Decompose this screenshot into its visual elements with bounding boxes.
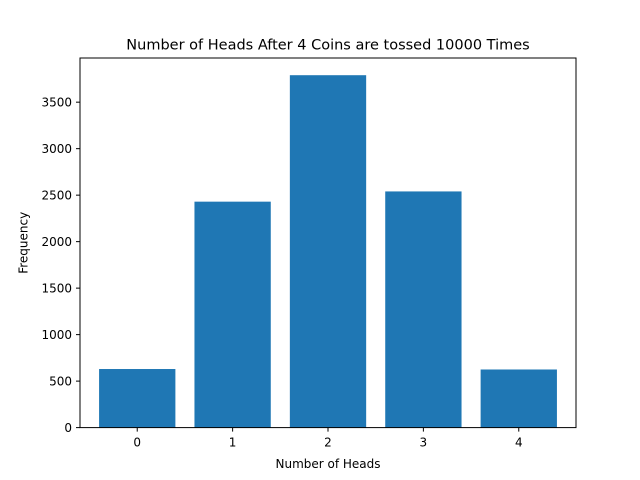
x-axis-ticks: 0 1 2 3 4: [133, 427, 523, 450]
chart-title: Number of Heads After 4 Coins are tossed…: [126, 38, 529, 54]
x-tick-label: 1: [229, 436, 237, 450]
bar-3: [385, 191, 462, 428]
bar-1: [194, 201, 271, 428]
x-axis-title: Number of Heads: [275, 457, 380, 471]
bar-2: [289, 75, 367, 428]
x-tick-label: 2: [324, 436, 332, 450]
x-tick-label: 0: [133, 436, 141, 450]
y-tick-label: 2500: [41, 189, 72, 203]
x-tick-label: 3: [420, 436, 428, 450]
y-tick-label: 2000: [41, 235, 72, 249]
y-tick-label: 1500: [41, 282, 72, 296]
x-tick-label: 4: [515, 436, 523, 450]
y-tick-label: 0: [64, 421, 72, 435]
bars-group: [99, 75, 557, 428]
bar-0: [99, 369, 176, 428]
y-tick-label: 500: [49, 375, 72, 389]
bar-4: [480, 369, 557, 428]
y-axis-title: Frequency: [17, 212, 31, 274]
y-tick-label: 3500: [41, 96, 72, 110]
y-tick-label: 1000: [41, 328, 72, 342]
y-tick-label: 3000: [41, 142, 72, 156]
y-axis-ticks: 0 500 1000 1500 2000 2500 3000 3500: [41, 96, 80, 435]
